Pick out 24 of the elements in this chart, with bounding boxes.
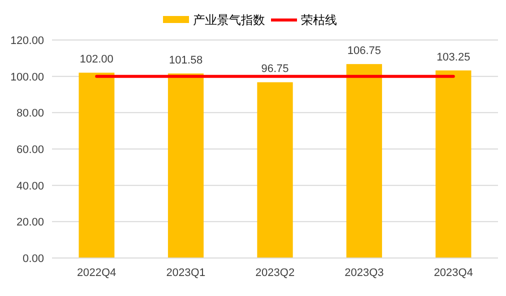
data-label: 96.75 (261, 63, 289, 76)
data-label: 102.00 (80, 54, 114, 66)
bar (168, 73, 204, 258)
y-tick-label: 0.00 (22, 253, 44, 265)
x-tick-label: 2022Q4 (77, 267, 116, 279)
y-tick-label: 80.00 (16, 108, 44, 120)
legend-label: 产业景气指数 (193, 13, 265, 27)
legend-label: 荣枯线 (301, 13, 337, 27)
bar (346, 64, 382, 258)
x-tick-label: 2023Q1 (166, 267, 206, 279)
x-tick-label: 2023Q3 (344, 267, 384, 279)
y-tick-label: 100.00 (10, 71, 44, 84)
y-tick-label: 60.00 (16, 144, 44, 156)
bar (78, 72, 114, 258)
data-label: 103.25 (436, 51, 470, 64)
data-label: 101.58 (168, 54, 203, 66)
data-label: 106.75 (347, 45, 382, 58)
y-tick-label: 120.00 (10, 35, 44, 47)
x-tick-label: 2023Q2 (255, 267, 295, 279)
bar (257, 82, 293, 258)
x-tick-label: 2023Q4 (434, 267, 473, 279)
y-tick-label: 20.00 (16, 216, 44, 229)
bar (436, 70, 472, 258)
y-tick-label: 40.00 (16, 180, 44, 192)
